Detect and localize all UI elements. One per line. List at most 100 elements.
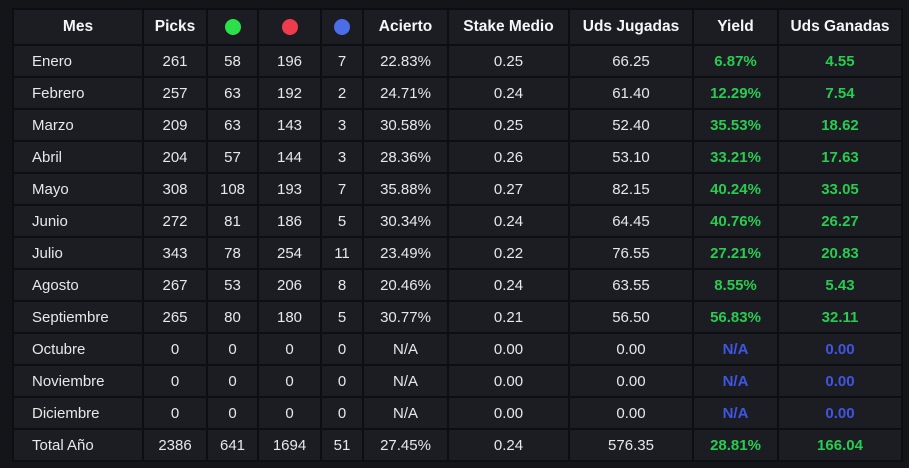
cell-uds-jugadas: 82.15 — [570, 174, 692, 204]
cell-stake-medio: 0.24 — [449, 78, 568, 108]
cell-voids: 5 — [322, 302, 362, 332]
cell-uds-ganadas: 0.00 — [779, 334, 901, 364]
cell-stake-medio: 0.24 — [449, 430, 568, 460]
cell-yield: 12.29% — [694, 78, 777, 108]
cell-wins: 641 — [208, 430, 257, 460]
cell-voids: 11 — [322, 238, 362, 268]
cell-acierto: N/A — [364, 366, 447, 396]
column-header-acierto: Acierto — [364, 10, 447, 44]
cell-uds-ganadas: 32.11 — [779, 302, 901, 332]
cell-losses: 143 — [259, 110, 320, 140]
blue-dot-icon — [334, 18, 350, 35]
table-row: Julio 343 78 254 11 23.49% 0.22 76.55 27… — [14, 238, 901, 268]
column-header-uds_jugadas: Uds Jugadas — [570, 10, 692, 44]
cell-acierto: 30.77% — [364, 302, 447, 332]
cell-uds-ganadas: 4.55 — [779, 46, 901, 76]
column-header-label: Stake Medio — [463, 18, 554, 35]
cell-uds-jugadas: 0.00 — [570, 398, 692, 428]
cell-stake-medio: 0.00 — [449, 334, 568, 364]
table-row: Mayo 308 108 193 7 35.88% 0.27 82.15 40.… — [14, 174, 901, 204]
table-row: Abril 204 57 144 3 28.36% 0.26 53.10 33.… — [14, 142, 901, 172]
table-header-row: Mes Picks Acierto Stake Medio Uds Jugada… — [14, 10, 901, 44]
cell-mes: Marzo — [14, 110, 142, 140]
cell-acierto: 23.49% — [364, 238, 447, 268]
cell-yield: 40.24% — [694, 174, 777, 204]
cell-uds-ganadas: 5.43 — [779, 270, 901, 300]
cell-yield: N/A — [694, 334, 777, 364]
cell-uds-jugadas: 66.25 — [570, 46, 692, 76]
cell-losses: 254 — [259, 238, 320, 268]
cell-losses: 196 — [259, 46, 320, 76]
cell-wins: 81 — [208, 206, 257, 236]
cell-yield: 27.21% — [694, 238, 777, 268]
cell-yield: 56.83% — [694, 302, 777, 332]
cell-voids: 3 — [322, 110, 362, 140]
cell-stake-medio: 0.27 — [449, 174, 568, 204]
column-header-yield: Yield — [694, 10, 777, 44]
cell-losses: 180 — [259, 302, 320, 332]
table-row: Octubre 0 0 0 0 N/A 0.00 0.00 N/A 0.00 — [14, 334, 901, 364]
cell-acierto: 35.88% — [364, 174, 447, 204]
cell-voids: 51 — [322, 430, 362, 460]
cell-uds-jugadas: 53.10 — [570, 142, 692, 172]
cell-mes: Febrero — [14, 78, 142, 108]
cell-losses: 193 — [259, 174, 320, 204]
cell-acierto: 20.46% — [364, 270, 447, 300]
cell-yield: 35.53% — [694, 110, 777, 140]
cell-stake-medio: 0.00 — [449, 366, 568, 396]
cell-picks: 272 — [144, 206, 206, 236]
cell-acierto: N/A — [364, 334, 447, 364]
cell-stake-medio: 0.00 — [449, 398, 568, 428]
cell-wins: 80 — [208, 302, 257, 332]
cell-stake-medio: 0.25 — [449, 110, 568, 140]
cell-picks: 261 — [144, 46, 206, 76]
cell-voids: 2 — [322, 78, 362, 108]
column-header-uds_ganadas: Uds Ganadas — [779, 10, 901, 44]
cell-uds-jugadas: 0.00 — [570, 334, 692, 364]
cell-picks: 0 — [144, 366, 206, 396]
cell-yield: 33.21% — [694, 142, 777, 172]
cell-picks: 265 — [144, 302, 206, 332]
green-dot-icon — [224, 18, 241, 35]
table-row: Enero 261 58 196 7 22.83% 0.25 66.25 6.8… — [14, 46, 901, 76]
cell-uds-jugadas: 64.45 — [570, 206, 692, 236]
cell-yield: 8.55% — [694, 270, 777, 300]
cell-wins: 57 — [208, 142, 257, 172]
cell-uds-jugadas: 0.00 — [570, 366, 692, 396]
cell-mes: Junio — [14, 206, 142, 236]
cell-mes: Enero — [14, 46, 142, 76]
cell-yield: 6.87% — [694, 46, 777, 76]
column-header-label: Mes — [62, 18, 94, 35]
cell-acierto: N/A — [364, 398, 447, 428]
cell-voids: 0 — [322, 334, 362, 364]
cell-mes: Noviembre — [14, 366, 142, 396]
cell-acierto: 30.34% — [364, 206, 447, 236]
column-header-stake: Stake Medio — [449, 10, 568, 44]
cell-wins: 53 — [208, 270, 257, 300]
cell-acierto: 22.83% — [364, 46, 447, 76]
cell-yield: N/A — [694, 366, 777, 396]
cell-uds-ganadas: 33.05 — [779, 174, 901, 204]
cell-stake-medio: 0.24 — [449, 270, 568, 300]
cell-stake-medio: 0.25 — [449, 46, 568, 76]
cell-picks: 2386 — [144, 430, 206, 460]
cell-voids: 0 — [322, 366, 362, 396]
cell-voids: 7 — [322, 46, 362, 76]
cell-picks: 209 — [144, 110, 206, 140]
cell-mes: Total Año — [14, 430, 142, 460]
cell-voids: 5 — [322, 206, 362, 236]
cell-mes: Abril — [14, 142, 142, 172]
cell-mes: Agosto — [14, 270, 142, 300]
cell-picks: 257 — [144, 78, 206, 108]
cell-stake-medio: 0.26 — [449, 142, 568, 172]
cell-voids: 0 — [322, 398, 362, 428]
cell-picks: 343 — [144, 238, 206, 268]
column-header-voids — [322, 10, 362, 44]
cell-wins: 63 — [208, 110, 257, 140]
cell-wins: 0 — [208, 366, 257, 396]
column-header-losses — [259, 10, 320, 44]
column-header-label: Picks — [154, 18, 196, 35]
column-header-mes: Mes — [14, 10, 142, 44]
cell-picks: 0 — [144, 398, 206, 428]
